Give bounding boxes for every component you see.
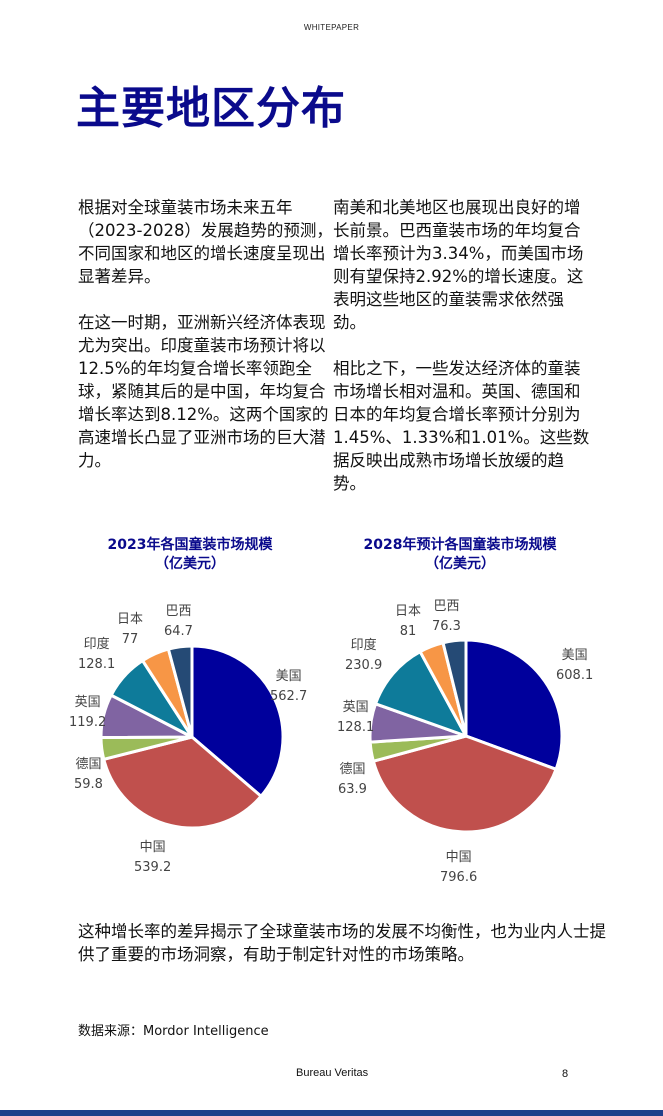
- pie-label-china: 中国 539.2: [134, 840, 172, 875]
- pie-label-us: 美国 608.1: [556, 648, 594, 683]
- page-number: 8: [562, 1068, 569, 1080]
- pie-label-japan: 日本 81: [395, 604, 422, 639]
- page-title: 主要地区分布: [76, 83, 346, 134]
- pie-slice-brazil: [441, 638, 468, 737]
- pie-slice-china: [101, 735, 264, 830]
- pie-label-us: 美国 562.7: [270, 669, 308, 704]
- pie-2028: [368, 638, 564, 834]
- chart-subtitle: （亿美元）: [425, 556, 495, 572]
- paragraph: 南美和北美地区也展现出良好的增长前景。巴西童装市场的年均复合增长率预计为3.34…: [333, 198, 584, 332]
- chart-2028-title: 2028年预计各国童装市场规模 （亿美元）: [325, 536, 595, 574]
- pie-label-brazil: 巴西 64.7: [164, 604, 193, 639]
- conclusion-paragraph: 这种增长率的差异揭示了全球童装市场的发展不均衡性，也为业内人士提供了重要的市场洞…: [78, 922, 606, 964]
- left-column: 根据对全球童装市场未来五年（2023-2028）发展趋势的预测，不同国家和地区的…: [78, 196, 336, 495]
- pie-label-brazil: 巴西 76.3: [432, 599, 461, 634]
- paragraph: 根据对全球童装市场未来五年（2023-2028）发展趋势的预测，不同国家和地区的…: [78, 198, 333, 286]
- footer-company: Bureau Veritas: [296, 1067, 369, 1079]
- pie-label-india: 印度 128.1: [78, 637, 116, 672]
- paragraph: 相比之下，一些发达经济体的童装市场增长相对温和。英国、德国和日本的年均复合增长率…: [333, 359, 590, 493]
- pie-label-uk: 英国 128.1: [337, 700, 375, 735]
- header-label: WHITEPAPER: [303, 23, 360, 32]
- pie-label-india: 印度 230.9: [345, 638, 383, 673]
- pie-label-uk: 英国 119.2: [69, 695, 107, 730]
- data-source: 数据来源：Mordor Intelligence: [78, 1024, 269, 1039]
- pie-slice-us: [190, 644, 285, 799]
- pie-label-japan: 日本 77: [117, 612, 144, 647]
- footer-bar: [0, 1110, 663, 1116]
- pie-label-germany: 德国 59.8: [74, 757, 103, 792]
- pie-slice-brazil: [166, 644, 194, 738]
- pie-slice-china: [371, 734, 558, 834]
- paragraph: 在这一时期，亚洲新兴经济体表现尤为突出。印度童装市场预计将以12.5%的年均复合…: [78, 313, 329, 470]
- chart-title: 2028年预计各国童装市场规模: [363, 537, 557, 553]
- right-column: 南美和北美地区也展现出良好的增长前景。巴西童装市场的年均复合增长率预计为3.34…: [333, 196, 591, 518]
- pie-label-germany: 德国 63.9: [338, 762, 367, 797]
- chart-2023-title: 2023年各国童装市场规模 （亿美元）: [55, 536, 325, 574]
- pie-label-china: 中国 796.6: [440, 850, 478, 885]
- chart-title: 2023年各国童装市场规模: [107, 537, 273, 553]
- chart-subtitle: （亿美元）: [155, 556, 225, 572]
- pie-slice-us: [464, 638, 564, 772]
- pie-2023: [99, 644, 285, 830]
